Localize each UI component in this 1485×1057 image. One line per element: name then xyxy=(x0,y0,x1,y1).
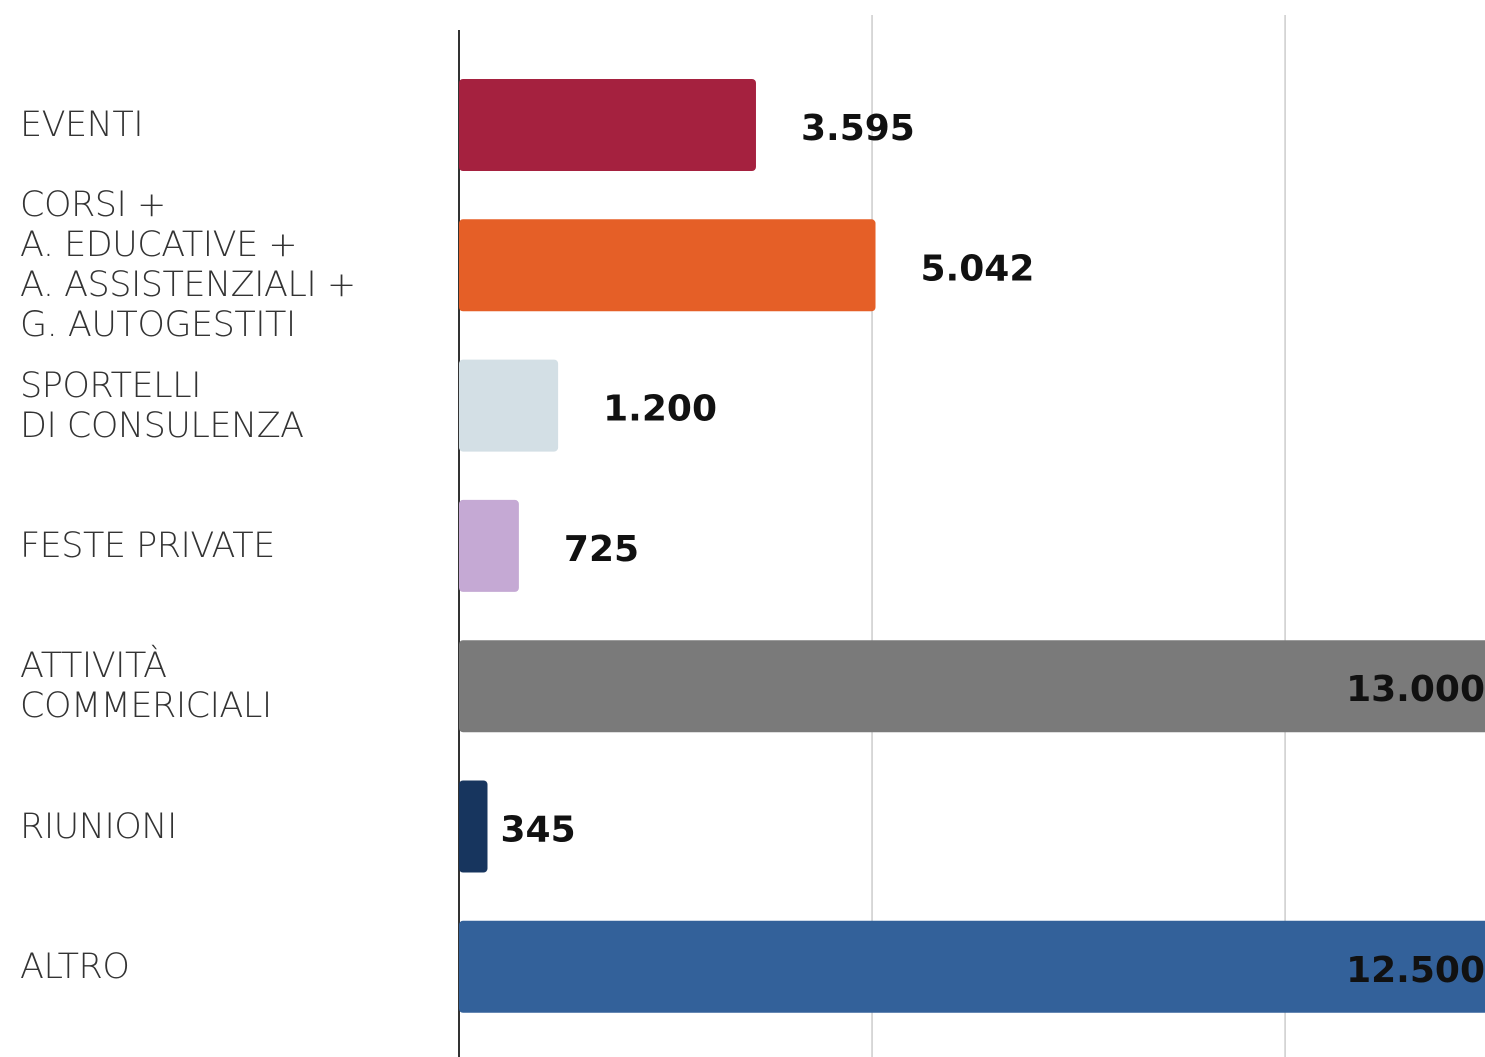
bar xyxy=(459,499,519,592)
bar xyxy=(459,79,756,171)
value-label: 12.500 xyxy=(1346,950,1485,991)
bar xyxy=(459,780,488,873)
value-label: 5.042 xyxy=(921,248,1035,289)
value-label: 13.000 xyxy=(1346,669,1485,710)
category-label: FESTE PRIVATE xyxy=(20,525,275,566)
category-label: SPORTELLI DI CONSULENZA xyxy=(20,365,304,446)
value-label: 725 xyxy=(564,529,639,570)
value-label: 1.200 xyxy=(603,389,717,430)
bar xyxy=(459,359,559,452)
value-label: 345 xyxy=(501,810,576,851)
category-label: ALTRO xyxy=(20,946,130,987)
category-label: ATTIVITÀ COMMERICIALI xyxy=(20,646,272,727)
category-label: CORSI + A. EDUCATIVE + A. ASSISTENZIALI … xyxy=(20,185,356,346)
bar xyxy=(459,219,876,312)
category-label: EVENTI xyxy=(20,105,144,145)
value-label: 3.595 xyxy=(801,108,915,149)
category-label: RIUNIONI xyxy=(20,806,177,847)
bar xyxy=(459,920,1485,1013)
bar xyxy=(459,640,1485,733)
